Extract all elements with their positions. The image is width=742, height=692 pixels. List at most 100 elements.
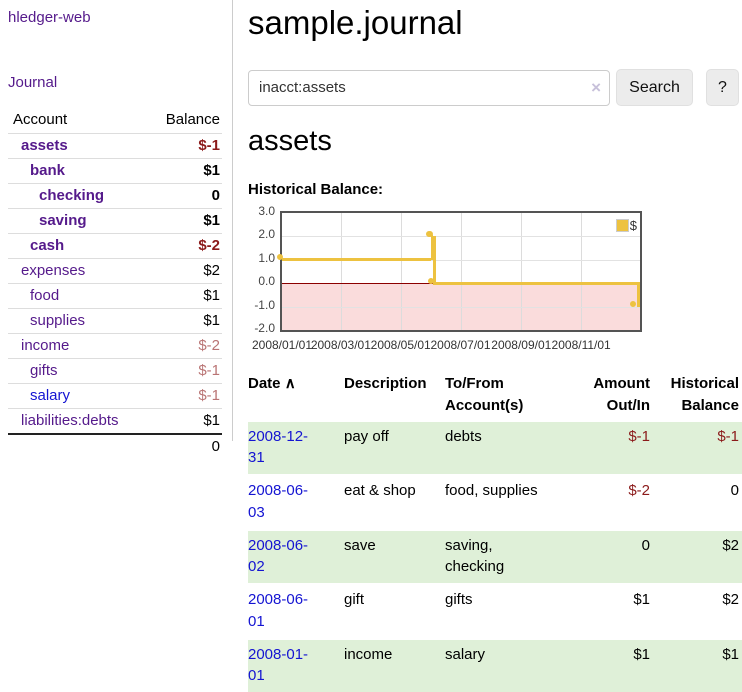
search-button[interactable]: Search (616, 69, 693, 106)
account-balance: $-1 (147, 134, 222, 159)
sort-ascending-icon: ∧ (285, 375, 296, 392)
account-row: expenses$2 (8, 259, 222, 284)
chart-data-point (277, 254, 283, 260)
account-row: food $1 (8, 284, 222, 309)
transaction-balance: $1 (653, 639, 742, 692)
register-header-accounts: To/From Account(s) (445, 371, 571, 421)
account-link[interactable]: checking (39, 187, 104, 204)
legend-label: $ (630, 218, 637, 233)
account-link[interactable]: liabilities:debts (21, 412, 119, 429)
chart-ytick-label: 3.0 (248, 204, 275, 218)
transaction-description: save (344, 530, 445, 585)
account-balance: $1 (147, 309, 222, 334)
register-header-date[interactable]: Date ∧ (248, 371, 344, 421)
chart-ytick-label: -1.0 (248, 298, 275, 312)
account-row: cash $-2 (8, 234, 222, 259)
account-row: liabilities:debts $1 (8, 409, 222, 435)
chart-xtick-label: 2008/03/01 (311, 338, 371, 352)
account-link[interactable]: supplies (30, 312, 85, 329)
account-title: assets (248, 125, 742, 158)
transaction-amount: $-1 (571, 421, 653, 476)
account-link[interactable]: gifts (30, 362, 58, 379)
transaction-amount: $1 (571, 584, 653, 639)
account-row: salary $-1 (8, 384, 222, 409)
search-input[interactable] (248, 70, 610, 106)
account-balance: $-2 (147, 334, 222, 359)
account-balance: $-2 (147, 234, 222, 259)
main-content: sample.journal × Search ? assets Histori… (248, 0, 742, 692)
transaction-date-link[interactable]: 2008-01-01 (248, 646, 308, 685)
accounts-total-balance: 0 (147, 434, 222, 459)
transaction-amount: $1 (571, 639, 653, 692)
chart-ytick-label: 1.0 (248, 251, 275, 265)
chart-gridline (401, 213, 402, 330)
account-balance: $1 (147, 409, 222, 435)
transaction-accounts: debts (445, 421, 571, 476)
chart-gridline (521, 213, 522, 330)
account-balance: $1 (147, 209, 222, 234)
sidebar-item-journal[interactable]: Journal (8, 74, 222, 91)
transaction-date: 2008-01-01 (248, 639, 344, 692)
transaction-amount: $-2 (571, 475, 653, 530)
register-header-balance: Historical Balance (653, 371, 742, 421)
account-link[interactable]: income (21, 337, 69, 354)
chart-legend: $ (616, 218, 637, 233)
transaction-description: income (344, 639, 445, 692)
chart-data-point (428, 278, 434, 284)
account-link[interactable]: bank (30, 162, 65, 179)
chart-line-segment (433, 282, 640, 285)
transaction-description: gift (344, 584, 445, 639)
chart-label: Historical Balance: (248, 181, 742, 198)
account-balance: $1 (147, 159, 222, 184)
transaction-accounts: saving, checking (445, 530, 571, 585)
chart-plot-area: $ (280, 211, 642, 332)
account-link[interactable]: cash (30, 237, 64, 254)
legend-swatch (616, 219, 629, 232)
chart-xtick-label: 2008/01/01 (252, 338, 312, 352)
chart-gridline (282, 236, 640, 237)
transaction-date-link[interactable]: 2008-06-03 (248, 482, 308, 521)
chart-xtick-label: 2008/07/01 (430, 338, 490, 352)
transaction-accounts: food, supplies (445, 475, 571, 530)
help-button[interactable]: ? (706, 69, 739, 106)
account-row: income $-2 (8, 334, 222, 359)
brand-link[interactable]: hledger-web (8, 9, 222, 26)
chart-xtick-label: 2008/05/01 (371, 338, 431, 352)
chart-data-point (630, 301, 636, 307)
chart-gridline (581, 213, 582, 330)
chart-line-segment (433, 236, 436, 283)
account-balance: $1 (147, 284, 222, 309)
transaction-description: pay off (344, 421, 445, 476)
account-link[interactable]: saving (39, 212, 87, 229)
account-link[interactable]: expenses (21, 262, 85, 279)
account-link[interactable]: salary (30, 387, 70, 404)
transaction-accounts: gifts (445, 584, 571, 639)
register-header-amount: Amount Out/In (571, 371, 653, 421)
transaction-date-link[interactable]: 2008-06-02 (248, 537, 308, 576)
transaction-amount: 0 (571, 530, 653, 585)
chart-xtick-label: 2008/11/01 (552, 338, 611, 352)
account-row: saving $1 (8, 209, 222, 234)
account-balance: $-1 (147, 384, 222, 409)
chart-gridline (341, 213, 342, 330)
accounts-header-balance: Balance (147, 108, 222, 134)
transaction-balance: 0 (653, 475, 742, 530)
transaction-date: 2008-12-31 (248, 421, 344, 476)
accounts-header-account: Account (8, 108, 147, 134)
transaction-date-link[interactable]: 2008-12-31 (248, 428, 308, 467)
transaction-date-link[interactable]: 2008-06-01 (248, 591, 308, 630)
transaction-description: eat & shop (344, 475, 445, 530)
clear-search-icon[interactable]: × (591, 78, 601, 98)
account-row: gifts$-1 (8, 359, 222, 384)
account-link[interactable]: assets (21, 137, 68, 154)
account-link[interactable]: food (30, 287, 59, 304)
search-form: × Search ? (248, 69, 742, 106)
